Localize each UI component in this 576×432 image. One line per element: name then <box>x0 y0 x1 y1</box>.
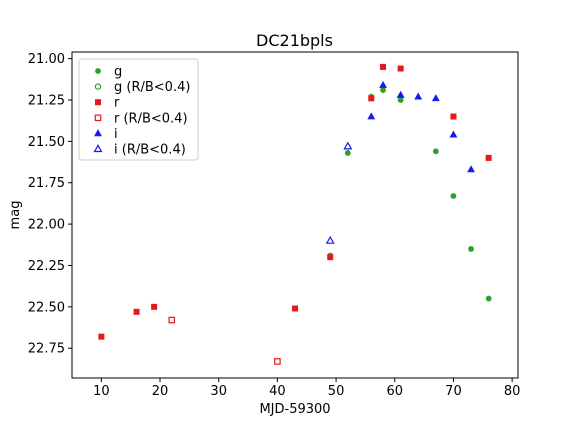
x-tick-label: 70 <box>445 384 462 399</box>
data-point <box>467 165 475 173</box>
series-i-r-b-0-4 <box>325 141 353 244</box>
legend-marker <box>94 114 102 122</box>
legend-marker <box>95 99 102 106</box>
y-axis-label: mag <box>8 201 23 230</box>
legend-marker <box>94 83 102 90</box>
data-point <box>468 246 474 252</box>
data-point <box>133 308 140 315</box>
y-tick-label: 22.75 <box>28 342 65 357</box>
legend-item: g <box>95 65 122 80</box>
data-point <box>450 193 457 199</box>
y-tick-label: 21.75 <box>28 176 65 191</box>
data-point <box>397 97 404 103</box>
data-point <box>397 65 404 72</box>
y-tick-label: 21.50 <box>28 135 65 150</box>
data-point <box>379 80 387 88</box>
chart-title: DC21bpls <box>256 31 333 50</box>
data-point <box>485 154 492 161</box>
legend-marker <box>94 129 102 137</box>
data-point <box>414 92 423 100</box>
data-point <box>291 305 298 312</box>
legend-label: i <box>114 127 118 142</box>
x-tick-label: 50 <box>328 384 345 399</box>
legend-marker <box>95 68 101 74</box>
x-tick-label: 60 <box>386 384 403 399</box>
x-tick-label: 20 <box>152 384 169 399</box>
legend-marker <box>93 144 103 153</box>
x-axis: 10 20 30 40 50 60 70 80 <box>93 378 520 399</box>
data-point <box>450 113 457 120</box>
legend-item: g (R/B<0.4) <box>94 80 190 95</box>
x-tick-label: 30 <box>210 384 227 399</box>
y-tick-label: 22.00 <box>28 218 65 233</box>
data-point <box>327 254 334 261</box>
data-point <box>325 235 335 244</box>
legend-label: r (R/B<0.4) <box>114 111 188 126</box>
series-i <box>367 80 475 173</box>
legend-item: r (R/B<0.4) <box>94 111 188 126</box>
legend-label: r <box>114 96 120 111</box>
legend-item: i (R/B<0.4) <box>93 143 186 158</box>
data-point <box>368 95 375 102</box>
data-point <box>432 148 439 155</box>
series-r-r-b-0-4 <box>168 316 281 365</box>
x-tick-label: 80 <box>504 384 521 399</box>
data-point <box>431 94 440 102</box>
x-tick-label: 10 <box>93 384 110 399</box>
x-axis-label: MJD-59300 <box>259 402 330 417</box>
y-tick-label: 22.50 <box>28 300 65 315</box>
data-point <box>449 130 458 138</box>
x-tick-label: 40 <box>269 384 286 399</box>
series-r <box>98 63 492 340</box>
data-point <box>367 112 376 120</box>
data-point <box>380 63 387 70</box>
legend-label: i (R/B<0.4) <box>114 143 186 158</box>
legend-label: g <box>114 65 122 80</box>
axes-frame <box>71 51 519 379</box>
y-axis: 21.00 21.25 21.50 21.75 22.00 22.25 22.50 22.75 <box>28 52 72 357</box>
legend-box <box>78 58 199 161</box>
plot-area <box>98 63 492 365</box>
data-point <box>274 358 281 365</box>
data-point <box>344 150 351 156</box>
legend-item: r <box>95 96 120 111</box>
y-tick-label: 21.25 <box>28 93 65 108</box>
data-point <box>168 316 176 324</box>
data-point <box>485 295 492 302</box>
legend-label: g (R/B<0.4) <box>114 80 190 95</box>
data-point <box>343 141 353 150</box>
y-tick-label: 21.00 <box>28 52 65 67</box>
data-point <box>380 87 386 93</box>
y-tick-label: 22.25 <box>28 259 65 274</box>
legend: gg (R/B<0.4)rr (R/B<0.4)ii (R/B<0.4) <box>78 58 199 161</box>
legend-item: i <box>94 127 118 142</box>
data-point <box>98 333 105 340</box>
data-point <box>151 303 158 310</box>
data-point <box>396 90 405 98</box>
